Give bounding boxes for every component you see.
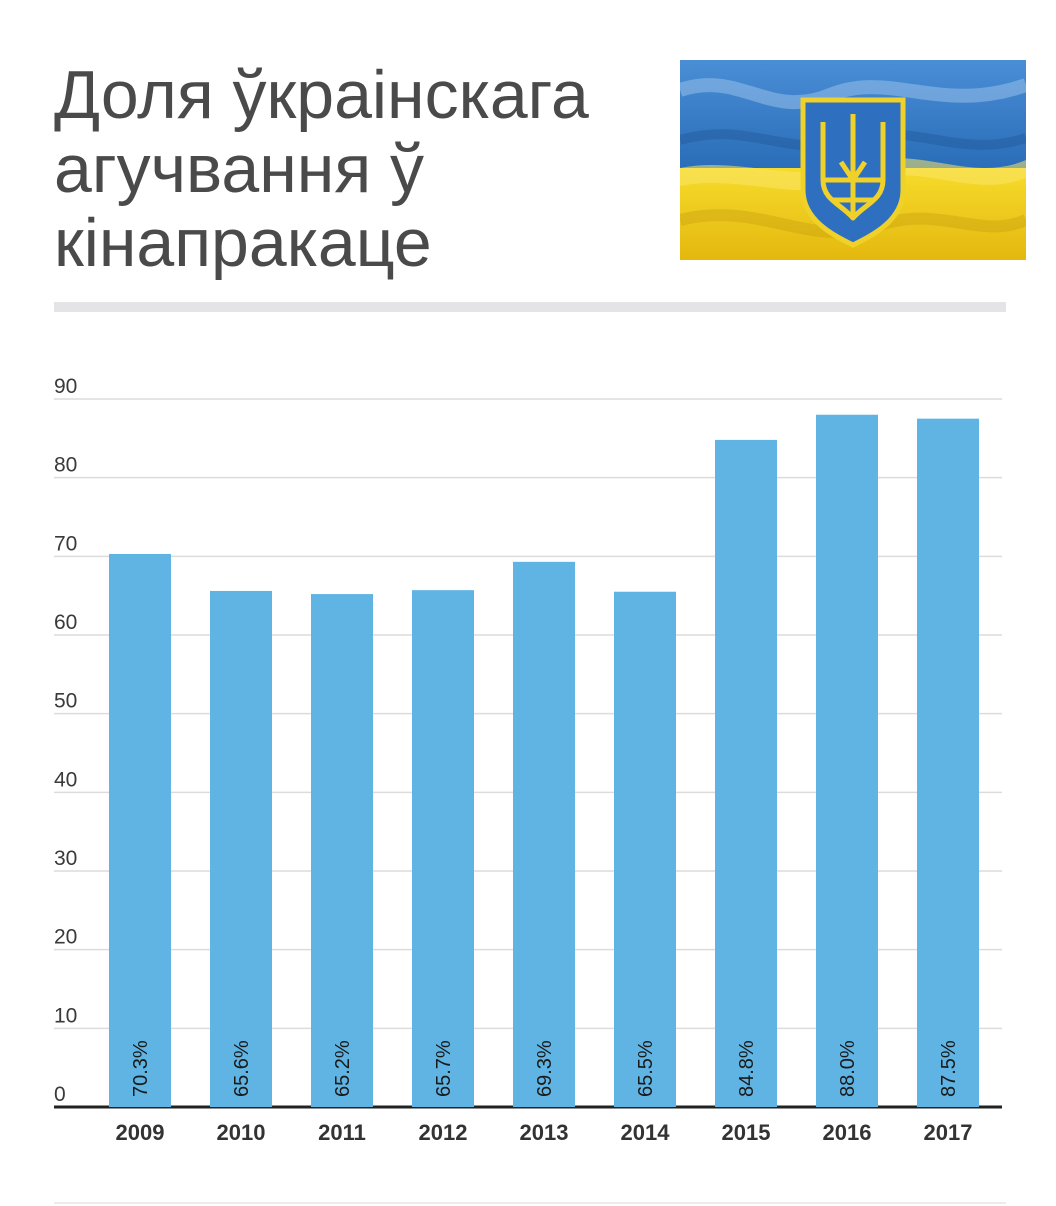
bars — [109, 414, 979, 1108]
x-tick-label: 2013 — [520, 1120, 569, 1145]
data-label: 65.6% — [231, 1040, 253, 1097]
bottom-divider — [54, 1202, 1006, 1204]
bar — [412, 590, 474, 1107]
bar — [917, 418, 979, 1108]
x-tick-label: 2012 — [419, 1120, 468, 1145]
y-tick-label: 10 — [54, 1004, 77, 1027]
y-tick-label: 60 — [54, 611, 77, 634]
data-label: 65.2% — [332, 1040, 354, 1097]
x-tick-label: 2011 — [318, 1120, 366, 1145]
data-label: 65.5% — [635, 1040, 657, 1097]
bar — [311, 594, 373, 1107]
data-label: 65.7% — [433, 1040, 455, 1097]
x-tick-label: 2009 — [116, 1120, 165, 1145]
x-tick-label: 2017 — [924, 1120, 973, 1145]
y-tick-label: 20 — [54, 926, 77, 949]
y-tick-label: 40 — [54, 768, 77, 791]
bar — [614, 591, 676, 1107]
bar — [210, 590, 272, 1107]
x-axis-ticks: 2009 2010 2011 2012 2013 2014 2015 2016 2017 — [116, 1120, 973, 1145]
bar — [513, 561, 575, 1107]
data-label: 84.8% — [736, 1040, 758, 1097]
x-tick-label: 2016 — [823, 1120, 872, 1145]
y-tick-label: 50 — [54, 690, 77, 713]
y-tick-label: 90 — [54, 375, 77, 398]
data-label: 87.5% — [938, 1040, 960, 1097]
page-title: Доля ўкраінскага агучвання ў кінапракаце — [54, 57, 589, 281]
ukraine-flag-with-trident-icon — [680, 60, 1026, 260]
data-label: 70.3% — [130, 1040, 152, 1097]
bar-chart: 0 10 20 30 40 50 60 70 80 90 2009 2010 2011 2012 2013… — [54, 375, 1002, 1145]
bar — [816, 414, 878, 1107]
data-label: 88.0% — [837, 1040, 859, 1097]
y-tick-label: 0 — [54, 1083, 66, 1106]
bar — [715, 439, 777, 1107]
y-axis-ticks: 0 10 20 30 40 50 60 70 80 90 — [54, 375, 77, 1106]
bar — [109, 553, 171, 1107]
x-tick-label: 2014 — [621, 1120, 671, 1145]
x-tick-label: 2015 — [722, 1120, 771, 1145]
x-tick-label: 2010 — [217, 1120, 266, 1145]
y-tick-label: 30 — [54, 847, 77, 870]
title-divider — [54, 302, 1006, 312]
data-labels: 70.3% 65.6% 65.2% 65.7% 69.3% 65.5% 84.8% 88.0%… — [130, 1040, 960, 1097]
y-tick-label: 70 — [54, 532, 77, 555]
data-label: 69.3% — [534, 1040, 556, 1097]
y-tick-label: 80 — [54, 454, 77, 477]
